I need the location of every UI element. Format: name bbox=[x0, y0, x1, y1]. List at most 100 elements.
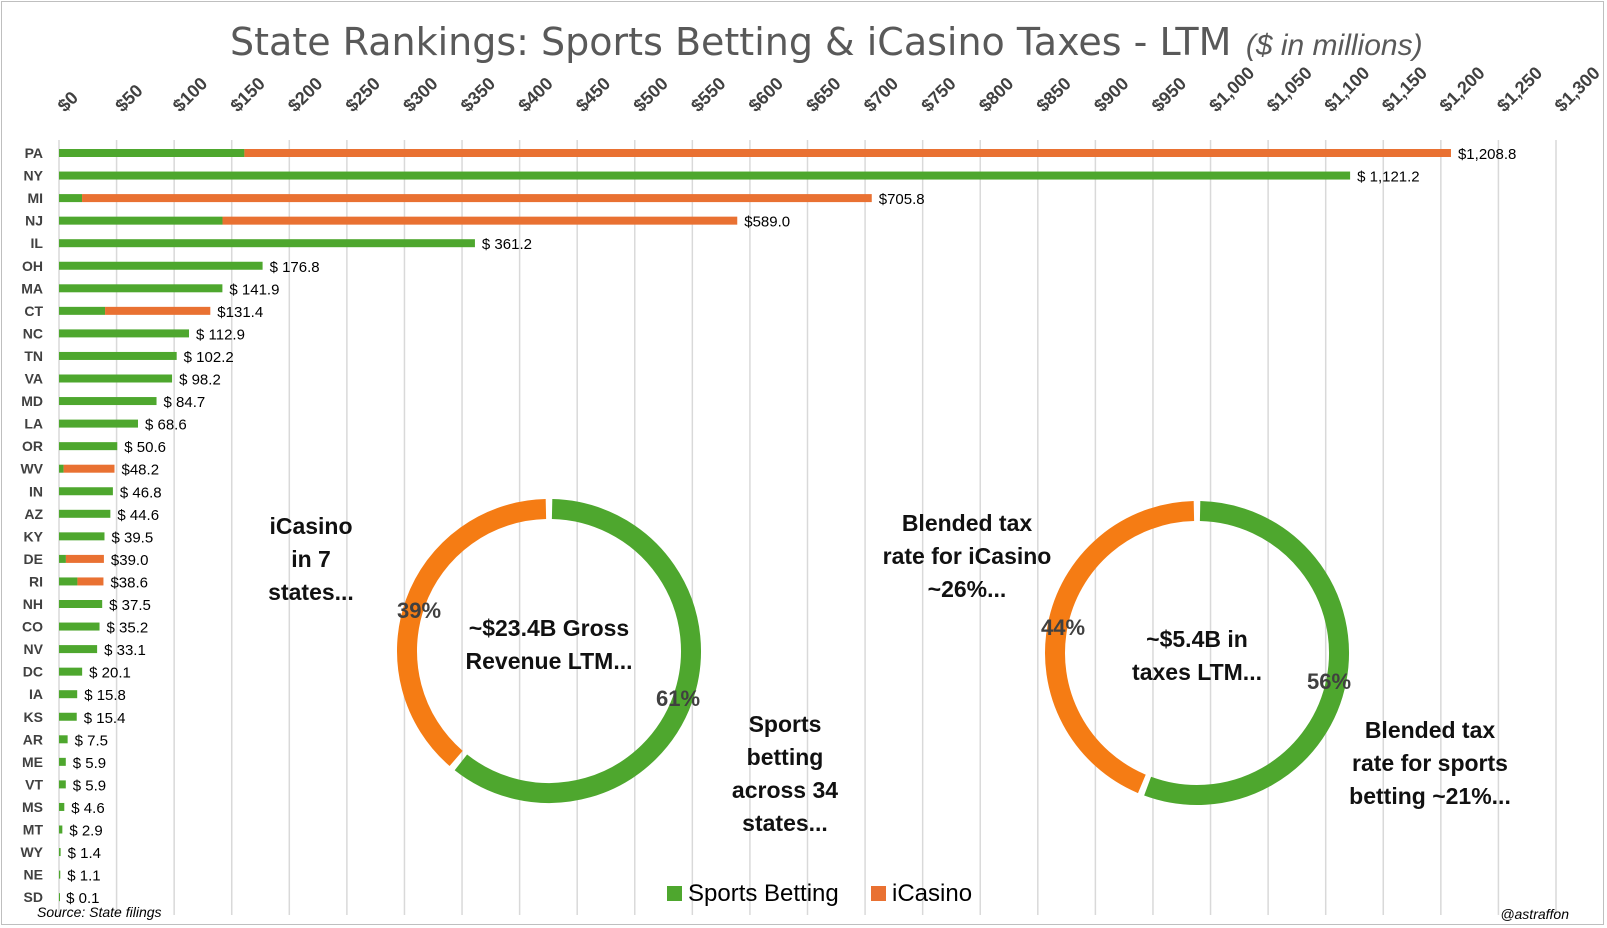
bar-sports-betting bbox=[59, 397, 157, 406]
bar-sports-betting bbox=[59, 690, 78, 699]
annotation-line: rate for iCasino bbox=[883, 543, 1052, 569]
donut-slice bbox=[1045, 501, 1195, 794]
annotation-line: in 7 bbox=[291, 546, 331, 572]
bar-sports-betting bbox=[59, 554, 66, 563]
bar-series bbox=[59, 149, 1451, 902]
bar-sports-betting bbox=[59, 284, 223, 293]
x-tick-label: $650 bbox=[802, 73, 844, 115]
bar-icasino bbox=[63, 464, 115, 473]
bar-sports-betting bbox=[59, 509, 111, 518]
bar-value-label: $ 15.8 bbox=[84, 687, 126, 704]
annotation-sports-rate: Blended tax rate for sports betting ~21%..… bbox=[1349, 717, 1511, 809]
bar-sports-betting bbox=[59, 487, 113, 496]
x-tick-label: $1,000 bbox=[1205, 63, 1258, 116]
state-label: OR bbox=[22, 438, 43, 454]
state-label: AR bbox=[23, 731, 43, 747]
bar-value-label: $38.6 bbox=[110, 574, 148, 591]
x-tick-label: $100 bbox=[169, 73, 211, 115]
bar-value-label: $705.8 bbox=[879, 191, 925, 208]
bar-sports-betting bbox=[59, 870, 61, 879]
state-label: MS bbox=[22, 799, 43, 815]
state-label: NY bbox=[24, 168, 44, 184]
state-label: NV bbox=[24, 641, 44, 657]
bar-value-label: $ 20.1 bbox=[89, 665, 131, 682]
x-tick-label: $750 bbox=[917, 73, 959, 115]
x-tick-label: $0 bbox=[54, 88, 82, 116]
state-label: DC bbox=[23, 664, 43, 680]
chart-title-main: State Rankings: Sports Betting & iCasino… bbox=[230, 20, 1231, 64]
bar-sports-betting bbox=[59, 780, 66, 789]
bar-sports-betting bbox=[59, 419, 138, 428]
donut-center-text: taxes LTM... bbox=[1132, 659, 1262, 685]
bar-sports-betting bbox=[59, 351, 177, 360]
x-tick-label: $400 bbox=[514, 73, 556, 115]
x-tick-label: $500 bbox=[629, 73, 671, 115]
donut-slice bbox=[1144, 501, 1349, 805]
bar-value-label: $ 68.6 bbox=[145, 417, 187, 434]
x-tick-label: $600 bbox=[745, 73, 787, 115]
state-label: NC bbox=[23, 325, 43, 341]
state-label: PA bbox=[25, 145, 43, 161]
state-label: NE bbox=[24, 867, 43, 883]
x-tick-label: $300 bbox=[399, 73, 441, 115]
x-tick-label: $200 bbox=[284, 73, 326, 115]
bar-sports-betting bbox=[59, 735, 68, 744]
x-axis-ticks: $0 $50 $100 $150 $200 $250 $300 $350 $400 $450 $50… bbox=[54, 63, 1604, 116]
legend-label-icasino: iCasino bbox=[892, 880, 972, 907]
state-label: OH bbox=[22, 258, 43, 274]
donut-gross-revenue: 61% 39% ~$23.4B Gross Revenue LTM... bbox=[397, 499, 701, 803]
state-label: MI bbox=[27, 190, 43, 206]
bar-icasino bbox=[77, 577, 104, 586]
bar-value-label: $39.0 bbox=[111, 552, 149, 569]
bar-value-label: $ 84.7 bbox=[164, 394, 206, 411]
bar-sports-betting bbox=[59, 622, 100, 631]
x-tick-label: $800 bbox=[975, 73, 1017, 115]
donut-taxes: 56% 44% ~$5.4B in taxes LTM... bbox=[1041, 501, 1351, 805]
state-labels: PA NY MI NJ IL OH MA CT NC TN VA MD LA OR WV IN AZ KY DE RI… bbox=[20, 145, 43, 905]
bar-icasino bbox=[105, 306, 211, 315]
bar-value-label: $ 0.1 bbox=[66, 890, 99, 907]
bar-value-label: $ 33.1 bbox=[104, 642, 146, 659]
bar-value-label: $ 102.2 bbox=[184, 349, 234, 366]
bar-sports-betting bbox=[59, 464, 64, 473]
bar-value-label: $ 35.2 bbox=[107, 620, 149, 637]
state-label: AZ bbox=[24, 506, 43, 522]
bar-value-label: $ 141.9 bbox=[229, 281, 279, 298]
bar-sports-betting bbox=[59, 216, 223, 225]
donut-center-text: Revenue LTM... bbox=[466, 648, 633, 674]
bar-value-label: $ 44.6 bbox=[117, 507, 159, 524]
annotation-line: rate for sports bbox=[1352, 750, 1508, 776]
bar-icasino bbox=[65, 554, 104, 563]
x-tick-label: $900 bbox=[1090, 73, 1132, 115]
annotation-line: Blended tax bbox=[902, 510, 1033, 536]
donut-center-text: ~$5.4B in bbox=[1146, 626, 1248, 652]
donut-center-text: ~$23.4B Gross bbox=[469, 615, 629, 641]
state-label: IL bbox=[31, 235, 44, 251]
bar-value-label: $ 5.9 bbox=[73, 755, 106, 772]
state-label: NH bbox=[23, 596, 43, 612]
annotation-line: betting ~21%... bbox=[1349, 783, 1511, 809]
donut-percent-label: 61% bbox=[656, 686, 700, 711]
bar-value-label: $ 39.5 bbox=[111, 529, 153, 546]
legend-swatch-sports bbox=[667, 886, 682, 901]
bar-sports-betting bbox=[59, 171, 1351, 180]
state-label: MT bbox=[23, 822, 44, 838]
x-tick-label: $50 bbox=[111, 80, 146, 115]
bar-value-label: $ 15.4 bbox=[84, 710, 126, 727]
bar-value-label: $ 2.9 bbox=[69, 823, 102, 840]
x-tick-label: $700 bbox=[860, 73, 902, 115]
x-tick-label: $550 bbox=[687, 73, 729, 115]
bar-sports-betting bbox=[59, 802, 65, 811]
donut-slice bbox=[397, 499, 547, 766]
legend-label-sports: Sports Betting bbox=[688, 880, 839, 907]
x-tick-label: $850 bbox=[1032, 73, 1074, 115]
bar-value-label: $ 98.2 bbox=[179, 372, 221, 389]
donut-percent-label: 56% bbox=[1307, 669, 1351, 694]
x-tick-label: $1,250 bbox=[1493, 63, 1546, 116]
bar-value-label: $48.2 bbox=[122, 462, 160, 479]
state-label: KS bbox=[24, 709, 43, 725]
bar-value-label: $ 50.6 bbox=[124, 439, 166, 456]
bar-value-label: $ 4.6 bbox=[71, 800, 104, 817]
legend: Sports Betting iCasino bbox=[667, 880, 972, 907]
annotation-icasino-rate: Blended tax rate for iCasino ~26%... bbox=[883, 510, 1052, 602]
